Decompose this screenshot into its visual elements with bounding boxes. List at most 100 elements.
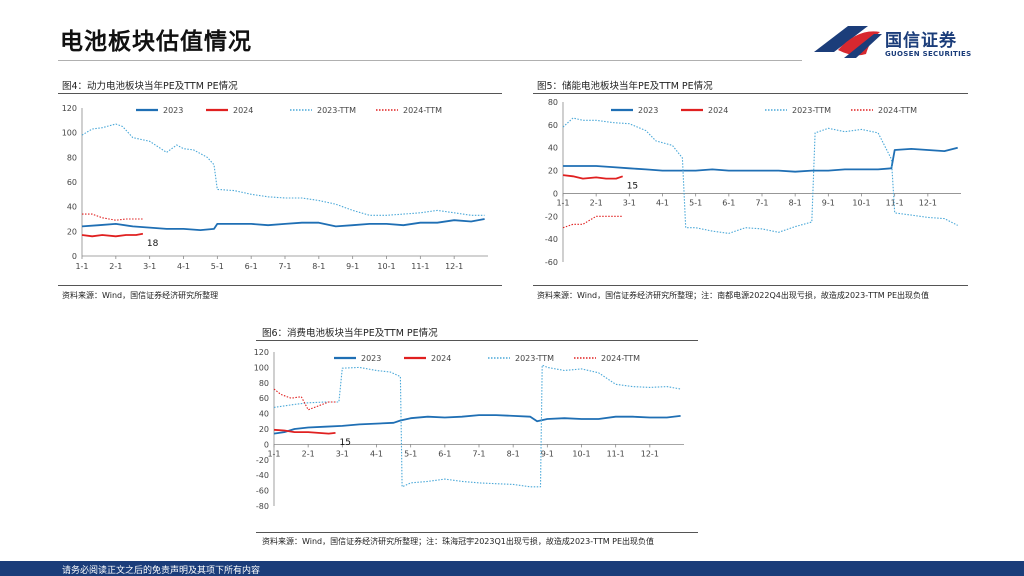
series-line-2024 bbox=[273, 428, 336, 435]
header-divider bbox=[58, 60, 802, 61]
x-tick-label: 5-1 bbox=[211, 262, 224, 271]
legend-label: 2023-TTM bbox=[317, 106, 356, 115]
x-tick-label: 12-1 bbox=[641, 449, 659, 458]
y-tick-label: 20 bbox=[67, 227, 77, 236]
footer-disclaimer: 请务必阅读正文之后的免责声明及其项下所有内容 bbox=[62, 566, 261, 576]
fig5-top-rule bbox=[533, 93, 968, 94]
fig6-source: 资料来源：Wind，国信证券经济研究所整理；注：珠海冠宇2023Q1出现亏损，故… bbox=[262, 537, 655, 546]
x-tick-label: 5-1 bbox=[404, 449, 417, 458]
x-tick-label: 7-1 bbox=[472, 449, 485, 458]
legend-label: 2023-TTM bbox=[792, 106, 831, 115]
series-line-2024 bbox=[562, 174, 623, 180]
y-tick-label: -40 bbox=[256, 471, 269, 480]
legend-label: 2024 bbox=[233, 106, 253, 115]
x-tick-label: 10-1 bbox=[852, 198, 870, 207]
x-tick-label: 3-1 bbox=[336, 449, 349, 458]
x-tick-label: 8-1 bbox=[789, 198, 802, 207]
legend-label: 2024 bbox=[708, 106, 728, 115]
y-tick-label: -20 bbox=[256, 456, 269, 465]
x-tick-label: 11-1 bbox=[607, 449, 625, 458]
x-tick-label: 10-1 bbox=[377, 262, 395, 271]
fig4-top-rule bbox=[58, 93, 502, 94]
y-tick-label: -80 bbox=[256, 502, 269, 511]
y-tick-label: -60 bbox=[256, 487, 269, 496]
x-tick-label: 9-1 bbox=[346, 262, 359, 271]
series-line-2024-TTM bbox=[273, 388, 336, 411]
x-tick-label: 2-1 bbox=[590, 198, 603, 207]
fig5-title: 图5：储能电池板块当年PE及TTM PE情况 bbox=[537, 81, 713, 92]
x-tick-label: 12-1 bbox=[445, 262, 463, 271]
y-tick-label: 40 bbox=[548, 144, 558, 153]
guosen-logo-icon bbox=[814, 26, 882, 58]
fig4-chart: 0 20 40 60 80 100 120 1-1 2-1 3-1 4-1 5-1 6-1 7-1 8-1 9… bbox=[62, 104, 488, 271]
fig4-title: 图4：动力电池板块当年PE及TTM PE情况 bbox=[62, 81, 238, 92]
x-tick-label: 1-1 bbox=[267, 449, 280, 458]
x-tick-label: 11-1 bbox=[886, 198, 904, 207]
legend-label: 2023 bbox=[361, 354, 381, 363]
x-tick-label: 4-1 bbox=[656, 198, 669, 207]
annotation-label: 18 bbox=[147, 239, 159, 249]
fig6-title: 图6：消费电池板块当年PE及TTM PE情况 bbox=[262, 328, 438, 339]
series-line-2023-TTM bbox=[81, 123, 485, 216]
legend-label: 2023 bbox=[163, 106, 183, 115]
series-line-2024 bbox=[81, 232, 144, 238]
x-tick-label: 1-1 bbox=[556, 198, 569, 207]
x-tick-label: 2-1 bbox=[109, 262, 122, 271]
x-tick-label: 7-1 bbox=[755, 198, 768, 207]
fig4-source: 资料来源：Wind，国信证券经济研究所整理 bbox=[62, 291, 219, 300]
fig5-bottom-rule bbox=[533, 285, 968, 286]
x-tick-label: 8-1 bbox=[312, 262, 325, 271]
fig6-chart: -80 -60 -40 -20 0 20 40 60 80 100 120 1-1 2-1 3-1 4-1 5… bbox=[254, 348, 684, 511]
x-tick-label: 9-1 bbox=[822, 198, 835, 207]
y-tick-label: 40 bbox=[259, 410, 269, 419]
y-tick-label: 60 bbox=[67, 178, 77, 187]
x-tick-label: 3-1 bbox=[143, 262, 156, 271]
legend-label: 2024-TTM bbox=[601, 354, 640, 363]
x-tick-label: 7-1 bbox=[278, 262, 291, 271]
y-tick-label: 0 bbox=[264, 440, 269, 449]
y-tick-label: 100 bbox=[254, 363, 269, 372]
series-line-2023 bbox=[81, 218, 485, 232]
x-tick-label: 10-1 bbox=[572, 449, 590, 458]
x-tick-label: 6-1 bbox=[438, 449, 451, 458]
y-tick-label: 100 bbox=[62, 129, 77, 138]
y-tick-label: 80 bbox=[67, 153, 77, 162]
x-tick-label: 5-1 bbox=[689, 198, 702, 207]
y-tick-label: 80 bbox=[259, 379, 269, 388]
x-tick-label: 11-1 bbox=[411, 262, 429, 271]
y-tick-label: 20 bbox=[259, 425, 269, 434]
x-tick-label: 9-1 bbox=[541, 449, 554, 458]
x-tick-label: 6-1 bbox=[245, 262, 258, 271]
x-tick-label: 1-1 bbox=[75, 262, 88, 271]
y-tick-label: 120 bbox=[254, 348, 269, 357]
series-line-2024-TTM bbox=[82, 213, 143, 221]
x-tick-label: 8-1 bbox=[507, 449, 520, 458]
fig5-source: 资料来源：Wind，国信证券经济研究所整理；注：南都电源2022Q4出现亏损，故… bbox=[537, 291, 930, 300]
fig6-bottom-rule bbox=[256, 532, 698, 533]
footer-bar bbox=[0, 561, 1024, 576]
fig5-chart: -60 -40 -20 0 20 40 60 80 1-1 2-1 3-1 4-1 5-1 6-1 7-1 8… bbox=[545, 98, 961, 267]
series-line-2023 bbox=[563, 146, 958, 173]
logo-subtitle: GUOSEN SECURITIES bbox=[885, 50, 972, 58]
x-tick-label: 12-1 bbox=[919, 198, 937, 207]
x-tick-label: 2-1 bbox=[302, 449, 315, 458]
y-tick-label: 60 bbox=[548, 121, 558, 130]
annotation-label: 15 bbox=[340, 438, 351, 448]
logo-name: 国信证券 bbox=[885, 31, 957, 51]
legend-label: 2023 bbox=[638, 106, 658, 115]
x-tick-label: 3-1 bbox=[623, 198, 636, 207]
y-tick-label: 80 bbox=[548, 98, 558, 107]
series-line-2023 bbox=[273, 414, 681, 435]
fig6-top-rule bbox=[256, 340, 698, 341]
y-tick-label: 0 bbox=[553, 189, 558, 198]
y-tick-label: -60 bbox=[545, 258, 558, 267]
annotation-label: 15 bbox=[627, 181, 638, 191]
y-tick-label: 20 bbox=[548, 167, 558, 176]
y-tick-label: 0 bbox=[72, 252, 77, 261]
legend-label: 2024 bbox=[431, 354, 451, 363]
fig4-bottom-rule bbox=[58, 285, 502, 286]
y-tick-label: -20 bbox=[545, 212, 558, 221]
x-tick-label: 4-1 bbox=[370, 449, 383, 458]
y-tick-label: 60 bbox=[259, 394, 269, 403]
y-tick-label: 40 bbox=[67, 203, 77, 212]
